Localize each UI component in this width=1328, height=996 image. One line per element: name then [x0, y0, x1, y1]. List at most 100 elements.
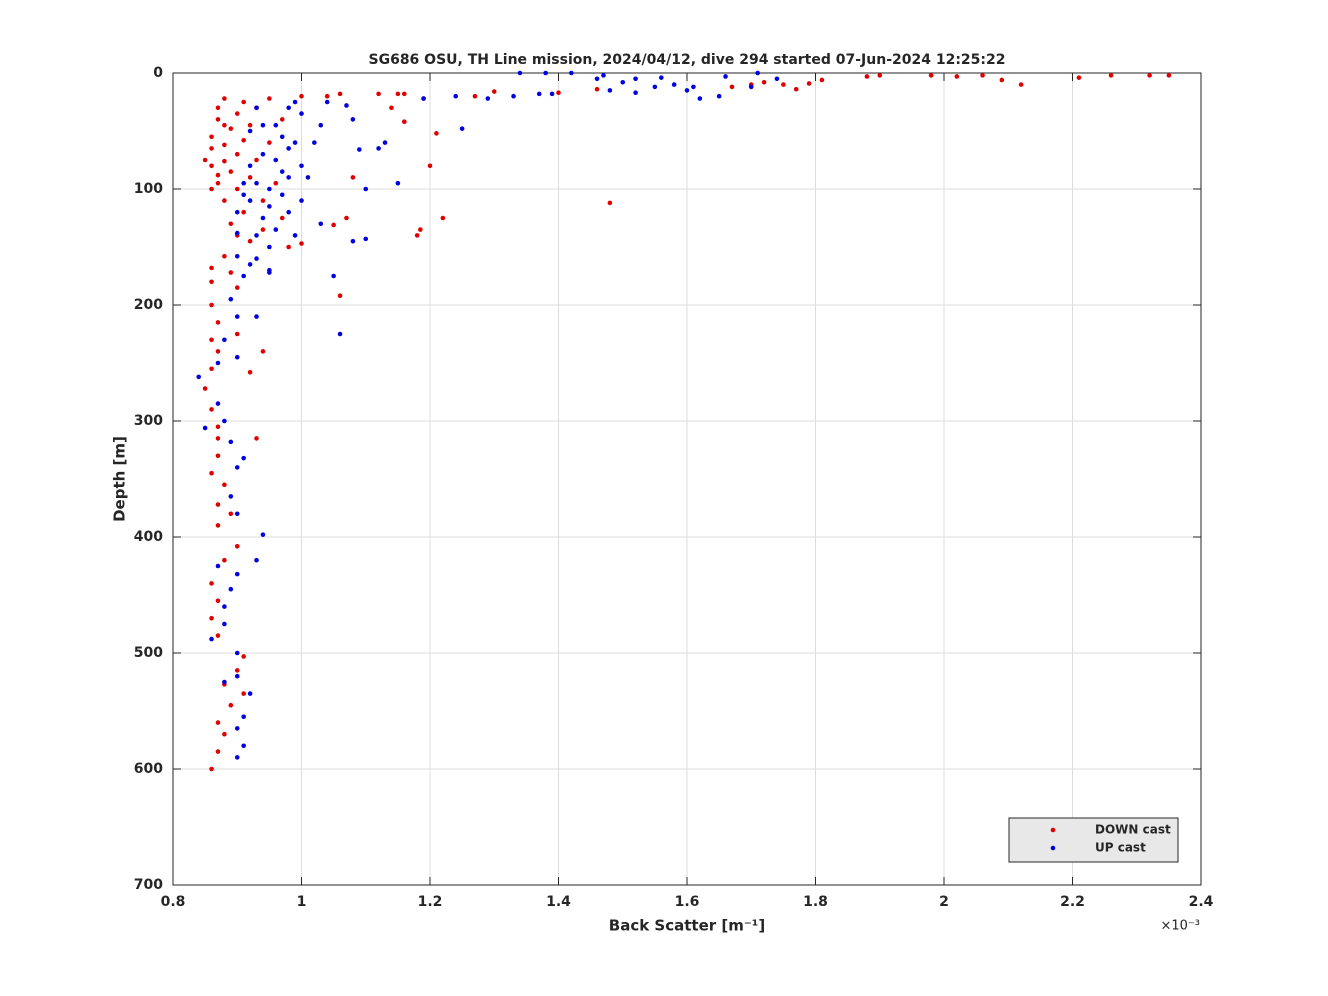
point: [202, 157, 208, 163]
y-tick-label: 700: [134, 877, 163, 893]
point: [781, 82, 786, 87]
point: [209, 766, 214, 772]
point: [389, 105, 394, 111]
point: [273, 157, 279, 163]
legend-box: [1008, 817, 1179, 863]
point: [222, 198, 227, 203]
point: [215, 424, 221, 430]
y-tick-label: 400: [134, 529, 163, 545]
point: [234, 186, 240, 192]
point: [215, 453, 221, 459]
point: [215, 360, 221, 366]
point: [234, 209, 240, 215]
point: [279, 117, 285, 122]
x-tick-label: 2.2: [1060, 894, 1085, 910]
point: [254, 180, 259, 186]
point: [215, 401, 221, 406]
point: [305, 175, 311, 180]
point: [234, 726, 240, 731]
point: [234, 253, 240, 259]
point: [299, 163, 304, 169]
point: [453, 93, 459, 99]
point: [549, 91, 555, 97]
point: [279, 169, 285, 174]
point: [877, 73, 883, 78]
y-tick-label: 0: [153, 65, 163, 81]
point: [241, 691, 246, 696]
point: [312, 140, 317, 145]
point: [234, 465, 240, 470]
point: [279, 192, 285, 198]
point: [382, 140, 388, 145]
point: [819, 77, 825, 83]
point: [228, 126, 234, 131]
point: [234, 151, 240, 157]
point: [273, 122, 279, 128]
point: [209, 636, 214, 642]
point: [241, 654, 246, 659]
point: [691, 84, 696, 90]
point: [247, 262, 253, 267]
point: [222, 482, 227, 488]
point: [260, 349, 266, 354]
y-tick-label: 500: [134, 645, 163, 661]
point: [286, 244, 291, 250]
point: [267, 140, 272, 145]
point: [556, 90, 561, 96]
point: [215, 633, 221, 638]
point: [260, 215, 266, 221]
point: [241, 180, 246, 186]
x-tick-label: 1.8: [803, 894, 828, 910]
point: [228, 221, 234, 227]
point: [215, 180, 221, 186]
point: [594, 76, 600, 82]
point: [215, 563, 221, 569]
point: [318, 221, 324, 227]
point: [601, 73, 606, 78]
y-tick-label: 600: [134, 761, 163, 777]
point: [999, 77, 1005, 83]
point: [440, 215, 446, 221]
point: [286, 175, 291, 180]
point: [517, 70, 523, 76]
point: [254, 314, 259, 319]
point: [267, 96, 272, 101]
point: [1166, 73, 1172, 78]
point: [376, 91, 381, 97]
x-multiplier: ×10⁻³: [1160, 919, 1200, 934]
point: [209, 366, 214, 372]
point: [434, 131, 439, 136]
point: [247, 128, 253, 134]
point: [228, 439, 234, 445]
point: [569, 70, 574, 76]
point: [774, 76, 780, 82]
point: [260, 532, 266, 537]
point: [1076, 75, 1082, 80]
point: [254, 256, 259, 261]
point: [536, 91, 542, 97]
point: [215, 117, 221, 122]
point: [260, 198, 266, 203]
point: [299, 198, 304, 203]
legend-label: UP cast: [1095, 841, 1146, 855]
point: [459, 126, 465, 131]
point: [350, 117, 356, 122]
point: [228, 586, 234, 592]
point: [215, 749, 221, 754]
point: [234, 511, 240, 517]
point: [491, 89, 497, 94]
point: [337, 91, 343, 97]
point: [418, 227, 423, 232]
point: [324, 99, 330, 105]
point: [318, 122, 324, 128]
point: [254, 157, 259, 163]
point: [241, 273, 246, 279]
point: [594, 86, 600, 92]
point: [215, 502, 221, 507]
point: [402, 119, 407, 125]
point: [254, 436, 259, 441]
point: [247, 369, 253, 375]
point: [652, 84, 658, 90]
point: [427, 163, 433, 169]
point: [222, 418, 227, 424]
